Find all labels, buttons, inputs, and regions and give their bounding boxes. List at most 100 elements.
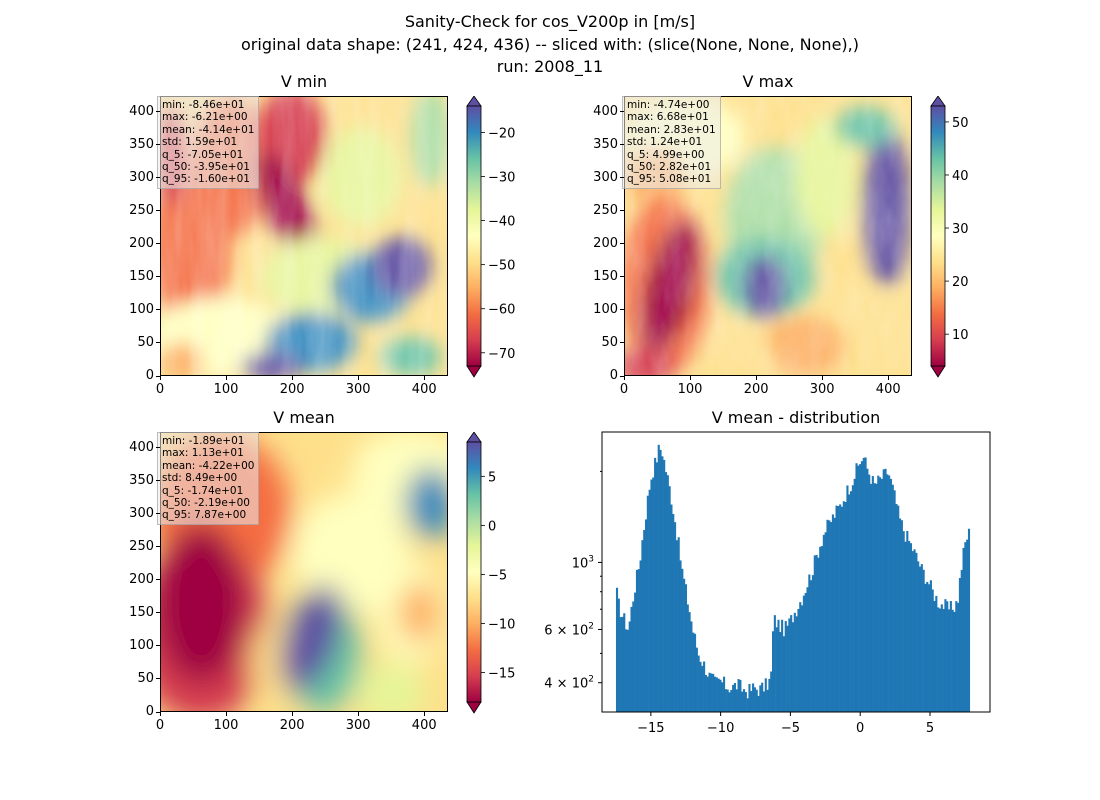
histogram-bar (699, 661, 702, 712)
y-tick-mark (620, 342, 624, 344)
histogram-bar (958, 578, 961, 712)
y-tick-mark (620, 144, 624, 146)
histogram-bar (646, 495, 649, 712)
y-tick-label: 200 (129, 235, 154, 251)
histogram-bar (837, 506, 840, 712)
histogram-bar (826, 519, 829, 712)
histogram-bar (721, 682, 724, 712)
y-tick-label: 350 (593, 136, 618, 152)
panel-vmin-colorbar: −20 −30 −40 −50 −60 −70 (466, 96, 515, 378)
y-tick-label: 200 (593, 235, 618, 251)
histogram-bar (704, 675, 707, 712)
histogram-bar (942, 608, 945, 712)
y-tick-mark (620, 177, 624, 179)
histogram-bar (626, 629, 629, 712)
histogram-bar (728, 692, 731, 712)
histogram-y-tick-label: 4 × 102 (544, 675, 594, 692)
histogram-bar (947, 609, 951, 712)
colorbar-tick-label: −20 (488, 126, 515, 141)
y-tick-mark (156, 711, 160, 713)
colorbar-extend-min (466, 701, 482, 714)
y-tick-mark (156, 111, 160, 113)
histogram-bar (844, 502, 847, 712)
histogram-bar (770, 671, 773, 712)
x-tick-label: 300 (345, 382, 371, 397)
histogram-bar (897, 505, 900, 712)
histogram-bar (686, 604, 689, 712)
x-tick-mark (623, 376, 625, 380)
histogram-x-tick-label: −15 (637, 721, 664, 736)
histogram-bar (871, 476, 874, 712)
histogram-bar (730, 690, 733, 712)
histogram-bar (768, 678, 771, 712)
x-tick-mark (159, 376, 161, 380)
histogram-bar (703, 661, 706, 712)
x-tick-mark (423, 376, 425, 380)
histogram-bar (786, 625, 789, 712)
x-tick-label: 300 (809, 382, 835, 397)
histogram-bar (715, 677, 718, 712)
colorbar-tick-label: 5 (488, 470, 496, 485)
histogram-bar (762, 691, 766, 712)
colorbar-tick-label: 30 (952, 222, 969, 237)
histogram-bar (773, 615, 776, 712)
x-tick-mark (291, 376, 293, 380)
histogram-bar (795, 616, 798, 712)
histogram-bar (759, 685, 762, 712)
histogram-bar (944, 599, 947, 712)
histogram-bar (766, 689, 769, 712)
histogram-bar (784, 621, 787, 712)
histogram-bar (913, 549, 916, 712)
histogram-bar (857, 465, 860, 712)
y-tick-label: 300 (129, 505, 154, 521)
histogram-bars (615, 444, 971, 712)
figure-title-line-1: Sanity-Check for cos_V200p in [m/s] (404, 12, 696, 31)
histogram-bar (967, 528, 971, 712)
histogram-bar (737, 679, 740, 712)
histogram-bar (788, 618, 791, 712)
y-tick-label: 100 (129, 637, 154, 653)
histogram-frame (601, 431, 991, 713)
histogram-bar (801, 605, 804, 712)
histogram-bar (628, 621, 631, 712)
histogram-bar (764, 678, 767, 712)
histogram-bar (625, 629, 628, 712)
histogram-bar (833, 517, 836, 712)
colorbar-tick-label: −50 (488, 259, 515, 274)
histogram-bar (724, 689, 727, 712)
histogram-bar (846, 485, 849, 712)
histogram-bar (966, 539, 969, 712)
y-tick-mark (156, 177, 160, 179)
histogram-bar (822, 534, 825, 712)
colorbar-extend-min (466, 365, 482, 378)
x-tick-mark (887, 376, 889, 380)
histogram-bar (949, 601, 952, 712)
histogram-bar (739, 679, 742, 712)
histogram-bar (615, 587, 619, 712)
histogram-bar (831, 514, 834, 712)
y-tick-mark (156, 513, 160, 515)
y-tick-mark (156, 579, 160, 581)
x-tick-mark (159, 712, 161, 716)
histogram-bar (860, 461, 864, 712)
histogram-bar (853, 478, 856, 712)
histogram-bar (839, 504, 842, 712)
histogram-bar (928, 584, 931, 712)
colorbar-tick-label: 10 (952, 328, 969, 343)
histogram-y-tick-label: 6 × 102 (544, 621, 594, 638)
histogram-bar (706, 676, 709, 712)
histogram-bar (782, 636, 785, 712)
histogram-bar (935, 595, 938, 712)
histogram-bar (655, 462, 658, 712)
histogram-bar (817, 557, 820, 712)
histogram-x-tick-label: 5 (926, 721, 934, 736)
panel-vmax-title: V max (742, 72, 794, 91)
histogram-bar (911, 551, 914, 712)
histogram-bar (717, 678, 720, 712)
histogram-bar (842, 501, 845, 712)
figure-title-line-2: original data shape: (241, 424, 436) -- … (241, 35, 859, 54)
x-tick-mark (225, 712, 227, 716)
histogram-title: V mean - distribution (711, 408, 881, 427)
histogram-bar (797, 609, 800, 712)
x-tick-label: 100 (677, 382, 703, 397)
